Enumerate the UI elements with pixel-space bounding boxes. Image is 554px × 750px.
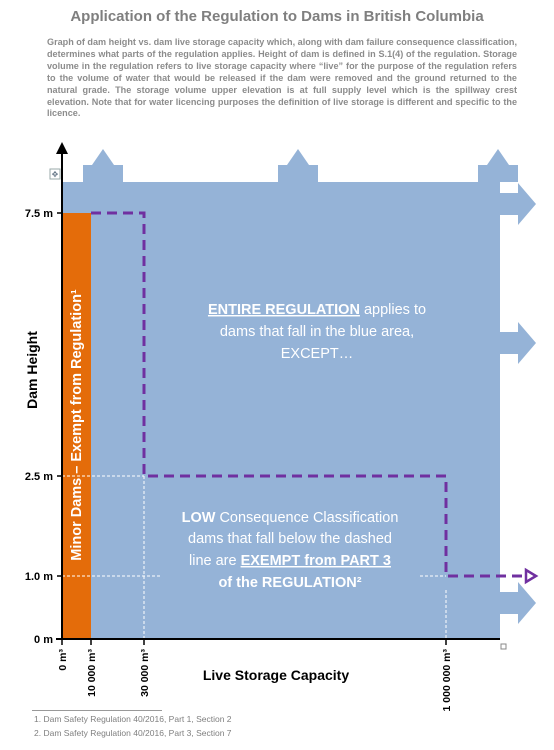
x-ticks bbox=[61, 639, 447, 645]
entire-regulation-line2: dams that fall in the blue area, bbox=[220, 324, 414, 340]
footnote-2: 2. Dam Safety Regulation 40/2016, Part 3… bbox=[34, 728, 232, 738]
y-tick-label: 1.0 m bbox=[25, 571, 53, 583]
x-axis-title: Live Storage Capacity bbox=[203, 667, 349, 683]
minor-dams-label: Minor Dams – Exempt from Regulation¹ bbox=[69, 289, 85, 561]
footnote-divider bbox=[32, 710, 162, 711]
footnote-1: 1. Dam Safety Regulation 40/2016, Part 1… bbox=[34, 714, 232, 724]
low-consequence-line2: dams that fall below the dashed bbox=[188, 531, 392, 547]
boundary-arrow-icon bbox=[524, 567, 539, 585]
entire-regulation-line3: EXCEPT… bbox=[281, 346, 354, 362]
x-tick-label: 10 000 m³ bbox=[86, 649, 98, 697]
move-cross-icon: ✥ bbox=[52, 170, 59, 179]
low-consequence-boundary-line bbox=[91, 211, 527, 578]
low-rest: Consequence Classification bbox=[215, 510, 398, 526]
y-tick-label: 0 m bbox=[34, 634, 53, 646]
expand-up-arrow-icon bbox=[83, 149, 123, 182]
expand-up-arrow-icon bbox=[278, 149, 318, 182]
blue-regulation-area bbox=[62, 182, 500, 638]
resize-handle-icon[interactable] bbox=[500, 643, 507, 650]
minor-dams-area bbox=[63, 213, 91, 638]
entire-regulation-line1: ENTIRE REGULATION applies to bbox=[208, 302, 426, 318]
x-tick-label: 30 000 m³ bbox=[139, 649, 151, 697]
y-axis-arrow-icon bbox=[56, 142, 68, 154]
x-tick-label: 1 000 000 m³ bbox=[441, 649, 453, 712]
y-tick-label: 7.5 m bbox=[25, 208, 53, 220]
low-consequence-line3: line are EXEMPT from PART 3 bbox=[189, 553, 391, 569]
page-title: Application of the Regulation to Dams in… bbox=[70, 8, 484, 25]
low-line3-plain: line are bbox=[189, 553, 241, 569]
exempt-part3-emphasis: EXEMPT from PART 3 bbox=[241, 553, 391, 569]
expand-right-arrow-icon bbox=[500, 322, 536, 364]
low-emphasis: LOW bbox=[182, 510, 216, 526]
expand-right-arrow-icon bbox=[500, 582, 536, 624]
y-tick-label: 2.5 m bbox=[25, 471, 53, 483]
expand-right-arrow-icon bbox=[500, 183, 536, 225]
y-axis-title: Dam Height bbox=[24, 331, 40, 409]
entire-regulation-rest: applies to bbox=[360, 302, 426, 318]
description-paragraph: Graph of dam height vs. dam live storage… bbox=[47, 37, 517, 119]
entire-regulation-emphasis: ENTIRE REGULATION bbox=[208, 302, 360, 318]
x-tick-label: 0 m³ bbox=[57, 649, 69, 671]
y-ticks bbox=[57, 212, 62, 577]
low-consequence-line4: of the REGULATION² bbox=[218, 575, 361, 591]
expand-up-arrow-icon bbox=[478, 149, 518, 182]
low-consequence-line1: LOW Consequence Classification bbox=[182, 510, 399, 526]
anchor-handle-icon[interactable] bbox=[49, 168, 61, 180]
